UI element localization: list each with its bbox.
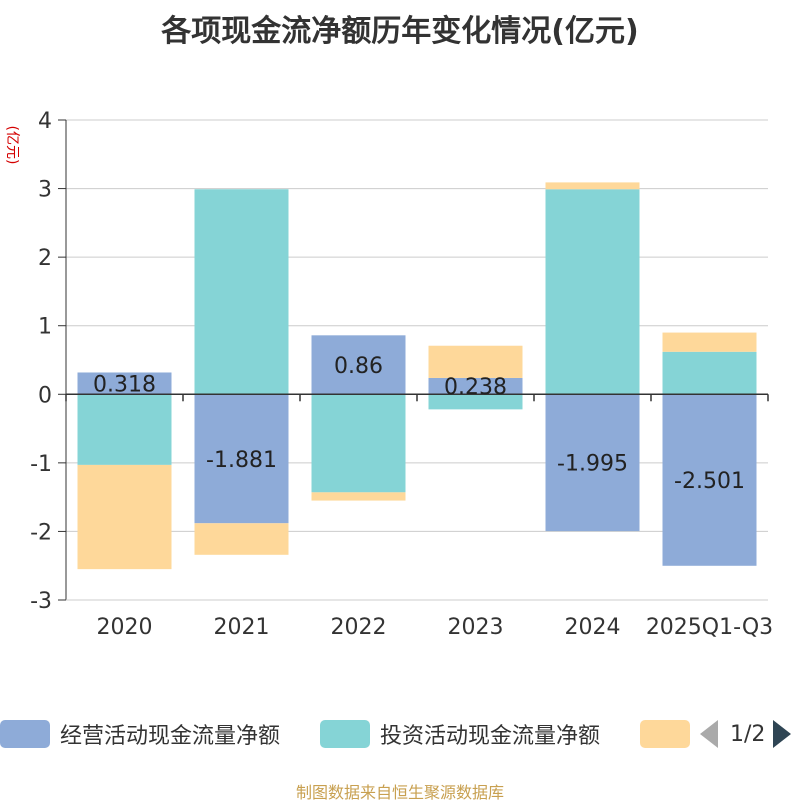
bar-series-0-2022 — [311, 335, 406, 395]
y-tick-label: 3 — [38, 178, 52, 203]
bar-series-0-2024 — [545, 394, 640, 532]
bar-series-2-2022 — [311, 492, 406, 501]
x-category-label: 2020 — [97, 615, 153, 640]
legend-swatch-investing — [320, 720, 370, 748]
legend-swatch-operating — [0, 720, 50, 748]
next-page-icon[interactable] — [773, 720, 792, 748]
bar-series-1-2022 — [311, 394, 406, 493]
bar-series-1-2024 — [545, 189, 640, 395]
bar-series-1-2020 — [77, 394, 172, 465]
x-category-label: 2025Q1-Q3 — [646, 615, 773, 640]
bar-series-2-2020 — [77, 464, 172, 570]
x-category-label: 2024 — [565, 615, 621, 640]
data-label-operating: 0.318 — [93, 372, 156, 397]
x-category-label: 2021 — [214, 615, 270, 640]
bar-series-0-2020 — [77, 372, 172, 395]
bar-series-0-2021 — [194, 394, 289, 524]
legend: 经营活动现金流量净额 投资活动现金流量净额 1/2 — [0, 716, 800, 752]
data-source-footer: 制图数据来自恒生聚源数据库 — [295, 783, 504, 802]
bar-series-0-2023 — [428, 377, 523, 395]
bar-series-0-2025Q1-Q3 — [662, 394, 757, 566]
bar-series-2-2024 — [545, 182, 640, 190]
y-tick-label: -2 — [30, 520, 52, 545]
bar-series-2-2025Q1-Q3 — [662, 332, 757, 352]
y-tick-label: 4 — [38, 109, 52, 134]
prev-page-icon[interactable] — [700, 720, 718, 748]
data-label-operating: 0.86 — [334, 354, 383, 379]
chart-title: 各项现金流净额历年变化情况(亿元) — [161, 14, 639, 49]
legend-swatch-financing — [640, 720, 690, 748]
data-label-operating: -1.881 — [206, 448, 277, 473]
page-indicator: 1/2 — [730, 721, 766, 747]
bar-series-1-2025Q1-Q3 — [662, 351, 757, 395]
bar-series-2-2021 — [194, 523, 289, 555]
data-label-operating: -2.501 — [674, 469, 745, 494]
legend-item-financing[interactable] — [640, 716, 690, 752]
x-category-label: 2022 — [331, 615, 387, 640]
y-tick-label: 1 — [38, 315, 52, 340]
x-category-label: 2023 — [448, 615, 504, 640]
bar-series-2-2023 — [428, 345, 523, 378]
data-label-operating: -1.995 — [557, 452, 628, 477]
y-tick-label: -1 — [30, 452, 52, 477]
stacked-bar-chart: (亿元) 4 3 2 1 0 -1 -2 -3 2020 2021 2022 2023 2024 2025Q… — [4, 109, 773, 640]
bar-series-1-2021 — [194, 189, 289, 395]
legend-label-investing: 投资活动现金流量净额 — [380, 724, 601, 749]
data-label-operating: 0.238 — [444, 375, 507, 400]
legend-item-operating[interactable]: 经营活动现金流量净额 — [0, 716, 280, 752]
y-tick-label: -3 — [30, 589, 52, 614]
y-axis-unit-label: (亿元) — [4, 126, 20, 165]
y-tick-label: 2 — [38, 246, 52, 271]
legend-pager: 1/2 — [700, 716, 792, 752]
y-tick-label: 0 — [38, 383, 52, 408]
bar-series-1-2023 — [428, 394, 523, 410]
legend-item-investing[interactable]: 投资活动现金流量净额 — [320, 716, 600, 752]
legend-label-operating: 经营活动现金流量净额 — [60, 724, 281, 749]
